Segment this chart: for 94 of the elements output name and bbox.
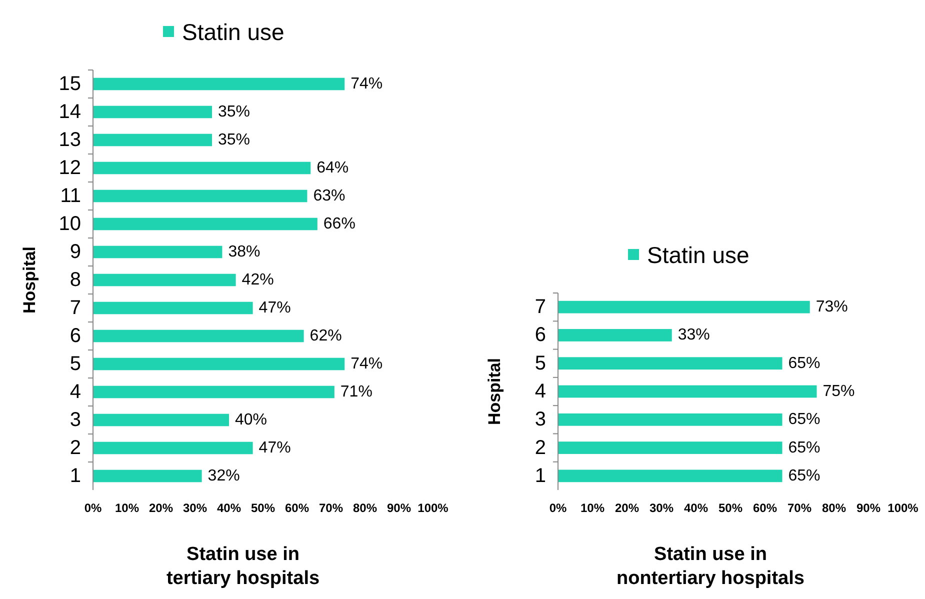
data-label: 74% — [350, 356, 383, 372]
bar — [93, 78, 345, 90]
y-tick-label: 2 — [534, 436, 546, 459]
x-tick-label: 20% — [614, 501, 640, 515]
x-axis-title: Statin use in nontertiary hospitals — [616, 544, 804, 589]
data-label: 71% — [340, 384, 372, 400]
data-label: 42% — [242, 272, 274, 288]
x-tick-label: 70% — [318, 501, 344, 515]
bar — [558, 385, 817, 398]
bar — [93, 134, 212, 146]
x-tick-label: 10% — [114, 501, 140, 515]
bar — [93, 246, 222, 258]
y-tick-label: 13 — [58, 129, 81, 151]
y-tick-label: 1 — [534, 464, 546, 487]
y-tick-label: 15 — [58, 73, 81, 95]
data-label: 65% — [788, 411, 820, 428]
data-label: 65% — [788, 354, 820, 372]
bar — [93, 442, 253, 454]
x-tick-label: 60% — [752, 501, 778, 515]
y-axis-title: Hospital — [20, 246, 39, 314]
bar — [93, 190, 308, 202]
data-label: 65% — [788, 439, 820, 456]
x-tick-label: 0% — [549, 501, 567, 515]
data-label: 64% — [316, 160, 349, 176]
x-tick-label: 80% — [822, 501, 846, 515]
y-tick-label: 5 — [534, 352, 546, 374]
data-label: 47% — [258, 300, 291, 316]
data-label: 65% — [788, 467, 820, 484]
x-tick-label: 40% — [684, 501, 708, 515]
x-tick-label: 100% — [888, 501, 919, 515]
x-tick-label: 50% — [250, 501, 276, 515]
y-tick-label: 10 — [58, 213, 81, 235]
x-tick-label: 100% — [418, 501, 449, 515]
bar — [93, 274, 236, 286]
x-tick-label: 30% — [182, 501, 208, 515]
bar — [558, 442, 782, 454]
data-label: 38% — [228, 244, 260, 260]
data-label: 35% — [218, 132, 250, 148]
bar — [93, 162, 311, 174]
y-tick-label: 2 — [70, 437, 81, 459]
y-tick-label: 9 — [70, 241, 81, 263]
data-label: 40% — [235, 412, 268, 428]
bar — [93, 386, 334, 398]
x-tick-label: 90% — [856, 501, 881, 515]
bar — [93, 330, 304, 342]
data-label: 63% — [313, 188, 346, 204]
y-tick-label: 4 — [70, 381, 81, 403]
y-tick-label: 8 — [70, 269, 81, 291]
y-tick-label: 3 — [70, 409, 81, 431]
bar — [558, 329, 672, 342]
x-tick-label: 60% — [284, 501, 310, 515]
bar — [93, 470, 202, 482]
y-tick-label: 5 — [70, 353, 81, 375]
y-tick-label: 1 — [70, 465, 81, 487]
y-tick-label: 7 — [534, 296, 546, 318]
x-tick-label: 50% — [718, 501, 743, 515]
legend-label: Statin use — [647, 242, 750, 268]
x-tick-label: 70% — [787, 501, 812, 515]
x-tick-label: 0% — [84, 501, 102, 515]
bar — [558, 470, 782, 482]
y-tick-label: 6 — [534, 324, 546, 346]
legend-label: Statin use — [182, 19, 284, 45]
x-tick-label: 90% — [386, 501, 412, 515]
y-tick-label: 14 — [58, 101, 81, 123]
x-tick-label: 10% — [580, 501, 605, 515]
data-label: 62% — [310, 328, 342, 344]
data-label: 32% — [208, 468, 240, 484]
bar — [558, 300, 810, 314]
bar — [93, 302, 253, 314]
x-tick-label: 30% — [649, 501, 674, 515]
y-tick-label: 11 — [60, 185, 81, 207]
y-tick-label: 6 — [70, 325, 81, 347]
y-tick-label: 4 — [534, 380, 546, 402]
x-tick-label: 40% — [216, 501, 242, 515]
y-tick-label: 3 — [534, 408, 546, 431]
data-label: 35% — [218, 104, 250, 120]
x-tick-label: 80% — [352, 501, 378, 515]
data-label: 33% — [678, 326, 710, 344]
data-label: 66% — [323, 216, 356, 232]
bar — [93, 414, 229, 426]
data-label: 47% — [258, 440, 291, 456]
x-tick-label: 20% — [148, 501, 174, 515]
bar — [558, 357, 782, 370]
y-tick-label: 7 — [70, 297, 81, 319]
bar — [93, 218, 318, 230]
y-tick-label: 12 — [58, 157, 81, 179]
y-axis-title: Hospital — [485, 358, 504, 426]
bar — [93, 106, 212, 118]
x-axis-title: Statin use in tertiary hospitals — [166, 544, 320, 589]
bar — [558, 413, 782, 426]
bar — [93, 358, 345, 370]
data-label: 75% — [822, 383, 855, 400]
data-label: 73% — [816, 298, 848, 316]
data-label: 74% — [350, 76, 383, 92]
